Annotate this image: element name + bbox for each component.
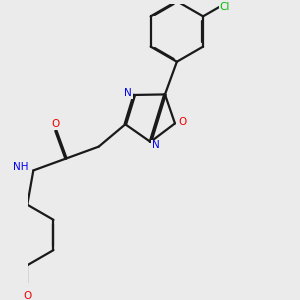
Text: Cl: Cl — [220, 2, 230, 12]
Text: O: O — [52, 119, 60, 130]
Text: O: O — [178, 117, 187, 127]
Text: N: N — [152, 140, 160, 150]
Text: O: O — [23, 291, 32, 300]
Text: NH: NH — [14, 162, 29, 172]
Text: N: N — [124, 88, 132, 98]
